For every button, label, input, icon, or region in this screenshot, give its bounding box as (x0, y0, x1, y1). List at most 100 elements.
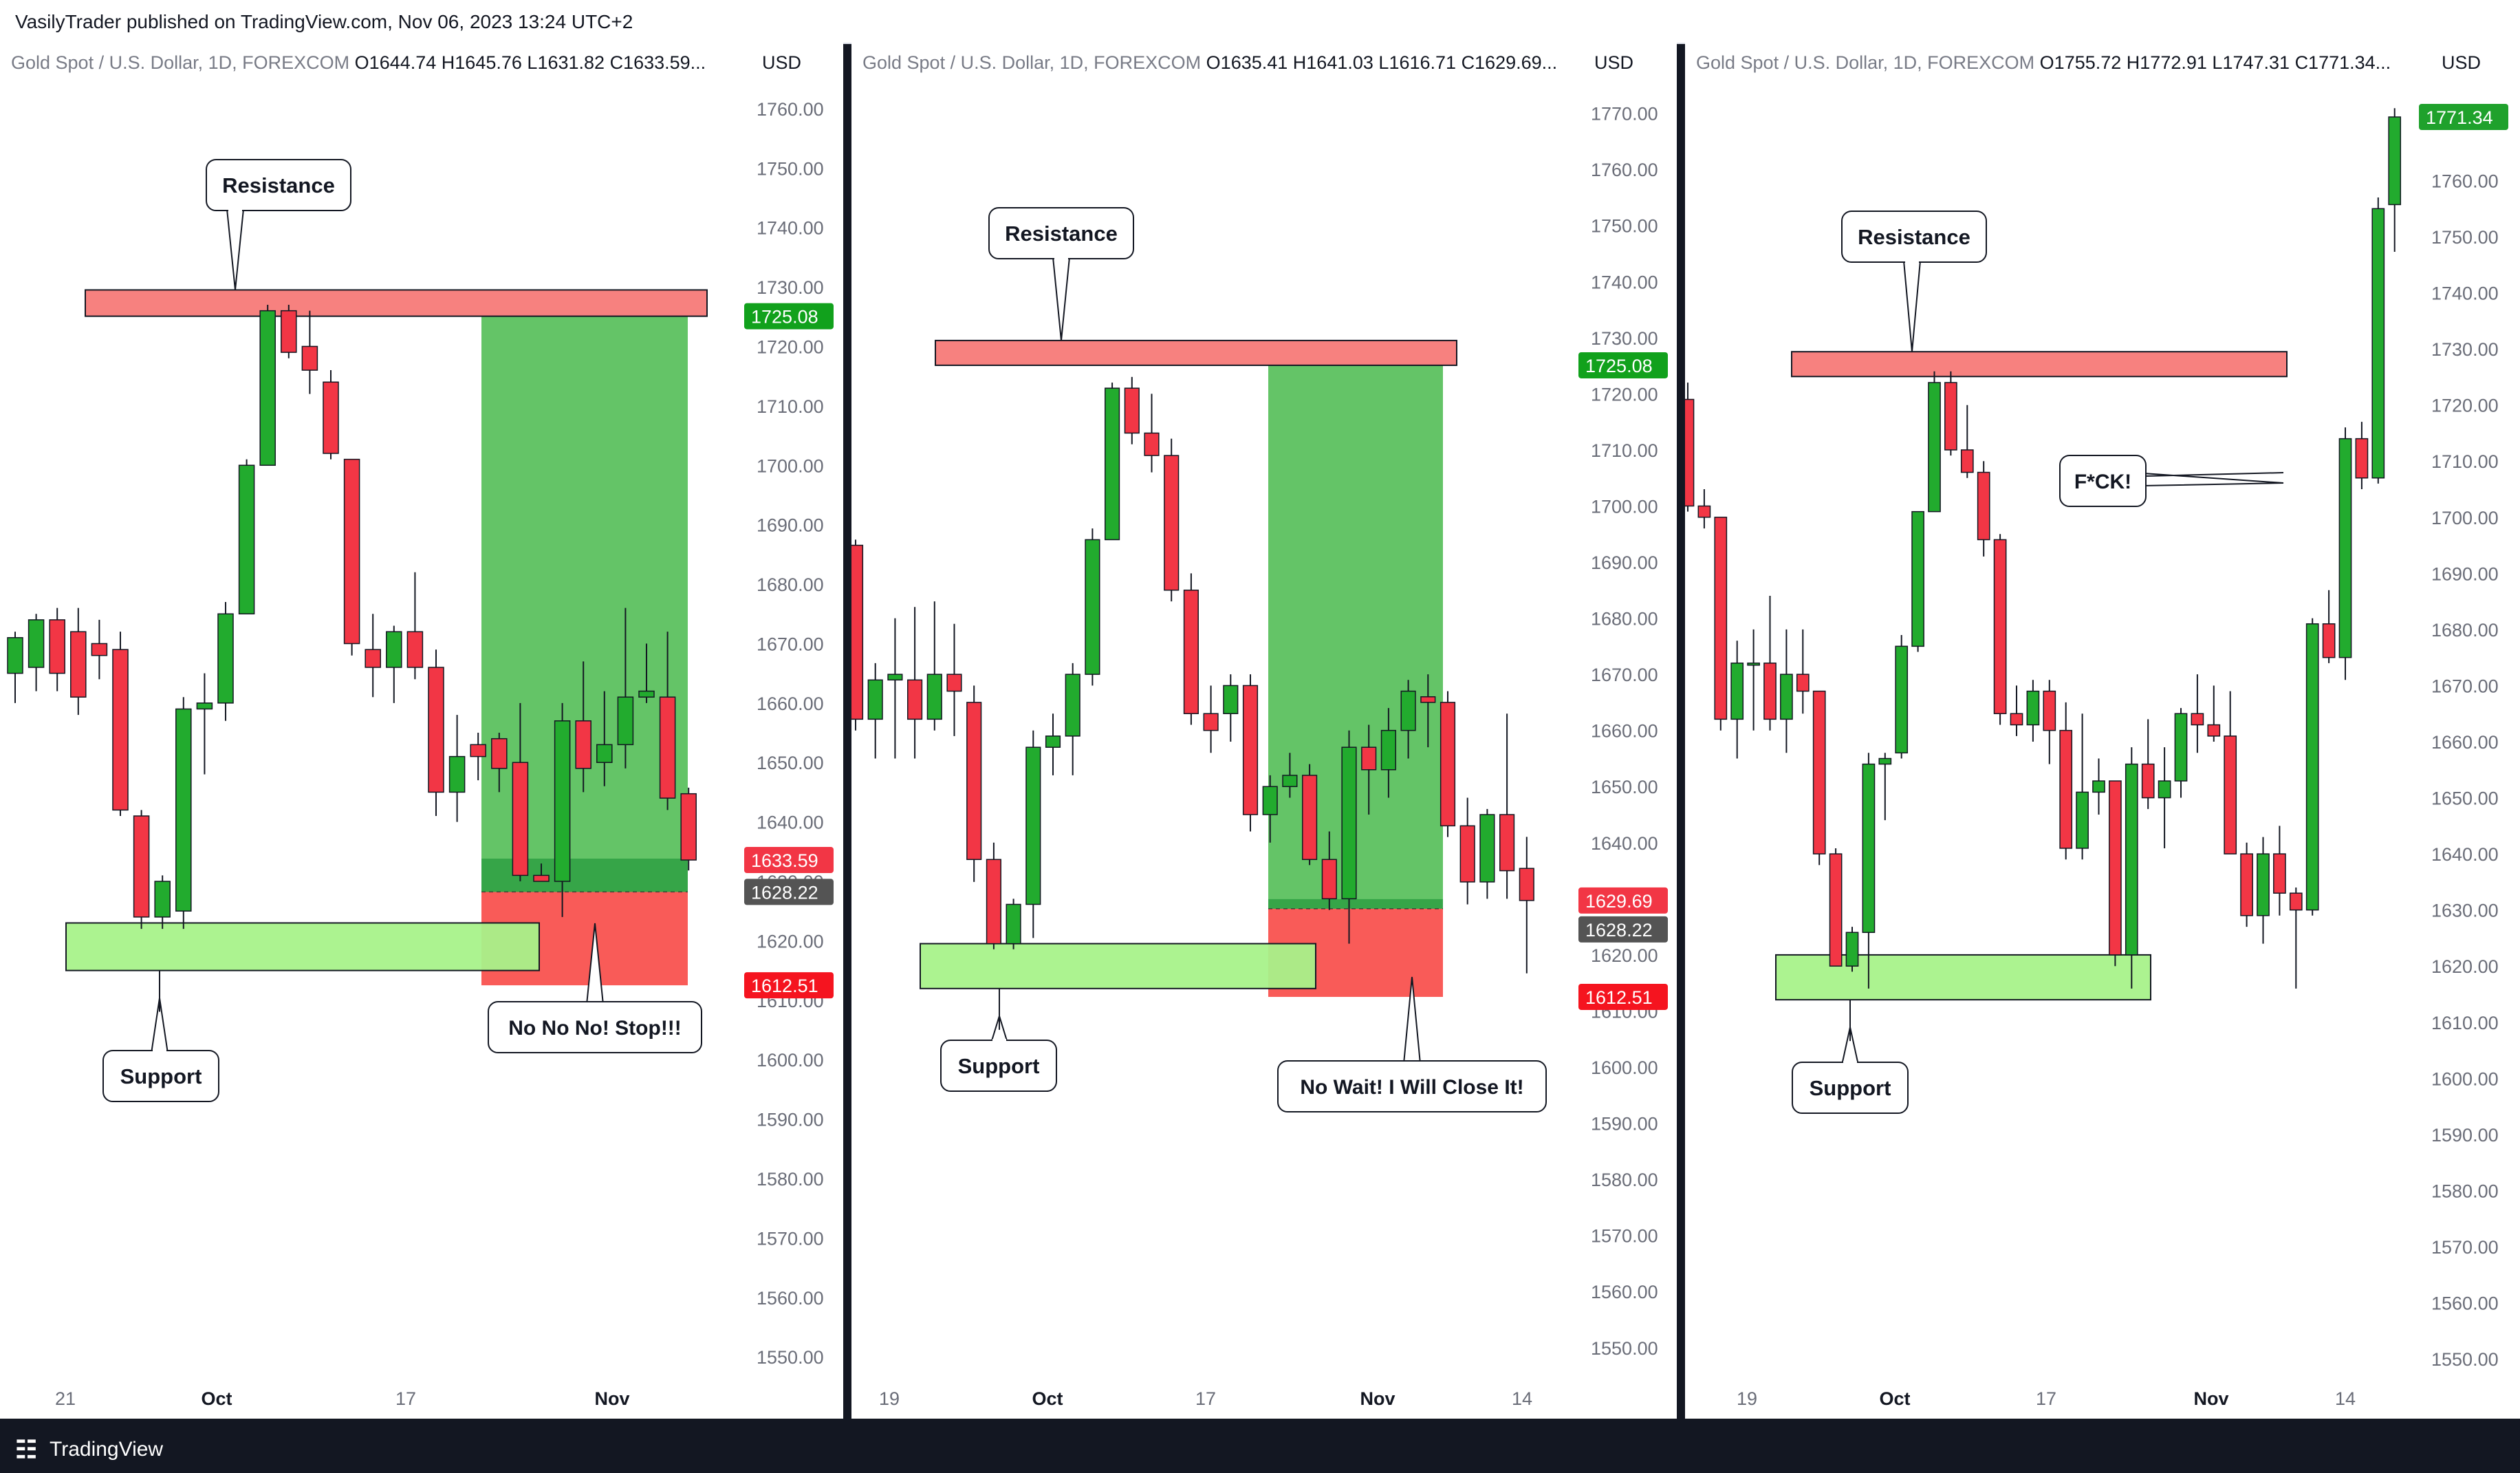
candle[interactable] (1105, 383, 1120, 541)
candle[interactable] (154, 875, 171, 929)
candle[interactable] (1685, 383, 1695, 512)
candle[interactable] (659, 632, 676, 810)
comment-callout[interactable]: No No No! Stop!!! (488, 923, 702, 1053)
candle[interactable] (2289, 888, 2303, 989)
candle[interactable] (533, 863, 550, 882)
chart-panel-2[interactable]: Gold Spot / U.S. Dollar, 1D, FOREXCOM O1… (851, 43, 1677, 1419)
candle[interactable] (1183, 573, 1199, 725)
candle[interactable] (2322, 590, 2336, 663)
candle[interactable] (1242, 674, 1259, 832)
candle[interactable] (1730, 641, 1744, 759)
candle[interactable] (91, 619, 108, 680)
candle[interactable] (448, 715, 466, 822)
candle[interactable] (2026, 680, 2040, 742)
candle[interactable] (2338, 427, 2352, 680)
current-price-tag[interactable]: 1771.34 (2419, 104, 2508, 131)
candle[interactable] (2224, 691, 2237, 854)
currency-label[interactable]: USD (2442, 52, 2481, 73)
candle[interactable] (2076, 713, 2089, 860)
candle[interactable] (1977, 461, 1990, 557)
candle[interactable] (70, 608, 87, 716)
time-axis[interactable]: 19 Oct 17 Nov 14 (1737, 1388, 2356, 1409)
candle[interactable] (1361, 724, 1377, 815)
support-callout[interactable]: Support (1792, 1026, 1909, 1114)
candle[interactable] (2257, 837, 2270, 944)
support-zone[interactable] (65, 922, 540, 971)
candle[interactable] (1203, 685, 1219, 753)
candle[interactable] (1928, 371, 1941, 513)
candle[interactable] (343, 458, 360, 656)
candle[interactable] (1911, 510, 1924, 652)
comment-callout[interactable]: F*CK! (2059, 455, 2284, 507)
candle[interactable] (175, 697, 192, 929)
candle[interactable] (2158, 747, 2171, 848)
chart-panel-1[interactable]: Gold Spot / U.S. Dollar, 1D, FOREXCOM O1… (0, 43, 843, 1419)
candle[interactable] (596, 691, 613, 786)
candle[interactable] (2240, 842, 2253, 927)
candle[interactable] (281, 305, 297, 358)
candle[interactable] (887, 618, 903, 759)
candle[interactable] (1862, 753, 1876, 989)
candle[interactable] (1796, 629, 1810, 714)
current-price-tag[interactable]: 1633.59 (744, 847, 834, 874)
candle[interactable] (1519, 837, 1534, 974)
candle[interactable] (926, 601, 942, 731)
candle[interactable] (2207, 685, 2221, 742)
candle[interactable] (2174, 708, 2188, 798)
candle[interactable] (365, 614, 381, 698)
candle[interactable] (1845, 927, 1859, 972)
currency-label[interactable]: USD (762, 52, 802, 73)
candle[interactable] (1993, 534, 2007, 725)
candlestick-chart[interactable]: Resistance Support No No No! Stop!!! 1550.0… (0, 43, 843, 1419)
comment-callout[interactable]: No Wait! I Will Close It! (1277, 976, 1547, 1112)
candle[interactable] (1479, 808, 1495, 899)
candle[interactable] (196, 673, 213, 775)
candle[interactable] (946, 623, 962, 736)
candle[interactable] (1025, 730, 1041, 938)
candle[interactable] (1763, 595, 1777, 731)
price-axis[interactable]: 1550.00 1560.00 1570.00 1580.00 1590.00 1600.… (2419, 104, 2508, 1370)
price-axis[interactable]: 1550.00 1560.00 1570.00 1580.00 1590.00 1600.… (1578, 104, 1668, 1359)
candle[interactable] (428, 649, 444, 816)
candle[interactable] (554, 702, 571, 917)
target-price-tag[interactable]: 1725.08 (744, 303, 834, 330)
candle[interactable] (1944, 371, 1957, 456)
candle[interactable] (2043, 680, 2056, 764)
time-axis[interactable]: 21 Oct 17 Nov (55, 1388, 630, 1409)
candle[interactable] (217, 601, 234, 721)
candle[interactable] (1420, 674, 1436, 748)
stop-price-tag[interactable]: 1612.51 (1578, 983, 1668, 1010)
candle[interactable] (112, 632, 129, 816)
candle[interactable] (2191, 674, 2204, 753)
candle[interactable] (1499, 713, 1515, 899)
candle[interactable] (323, 370, 339, 460)
candle[interactable] (1302, 764, 1318, 865)
candle[interactable] (1697, 489, 1711, 529)
resistance-zone[interactable] (1791, 351, 2288, 378)
candle[interactable] (1065, 663, 1080, 775)
candle[interactable] (1440, 691, 1456, 837)
candle[interactable] (1459, 797, 1475, 905)
candle[interactable] (1400, 680, 1416, 759)
candle[interactable] (1262, 775, 1278, 843)
candle[interactable] (638, 643, 655, 703)
candle[interactable] (28, 614, 45, 691)
candle[interactable] (1321, 831, 1337, 910)
candle[interactable] (2109, 780, 2122, 967)
candlestick-chart[interactable]: Resistance Support No Wait! I Will Close I… (851, 43, 1677, 1419)
candle[interactable] (1895, 635, 1909, 759)
candle[interactable] (1780, 629, 1793, 753)
candle[interactable] (1006, 899, 1021, 949)
target-price-tag[interactable]: 1725.08 (1578, 352, 1668, 378)
candle[interactable] (49, 608, 65, 691)
time-axis[interactable]: 19 Oct 17 Nov 14 (879, 1388, 1532, 1409)
candle[interactable] (238, 459, 255, 615)
candle[interactable] (1282, 753, 1298, 798)
candle[interactable] (867, 663, 883, 759)
candle[interactable] (2125, 747, 2138, 989)
candle[interactable] (2141, 719, 2155, 809)
entry-price-tag[interactable]: 1628.22 (744, 879, 834, 905)
candle[interactable] (491, 733, 508, 793)
support-zone[interactable] (920, 943, 1316, 989)
candle[interactable] (133, 810, 150, 929)
